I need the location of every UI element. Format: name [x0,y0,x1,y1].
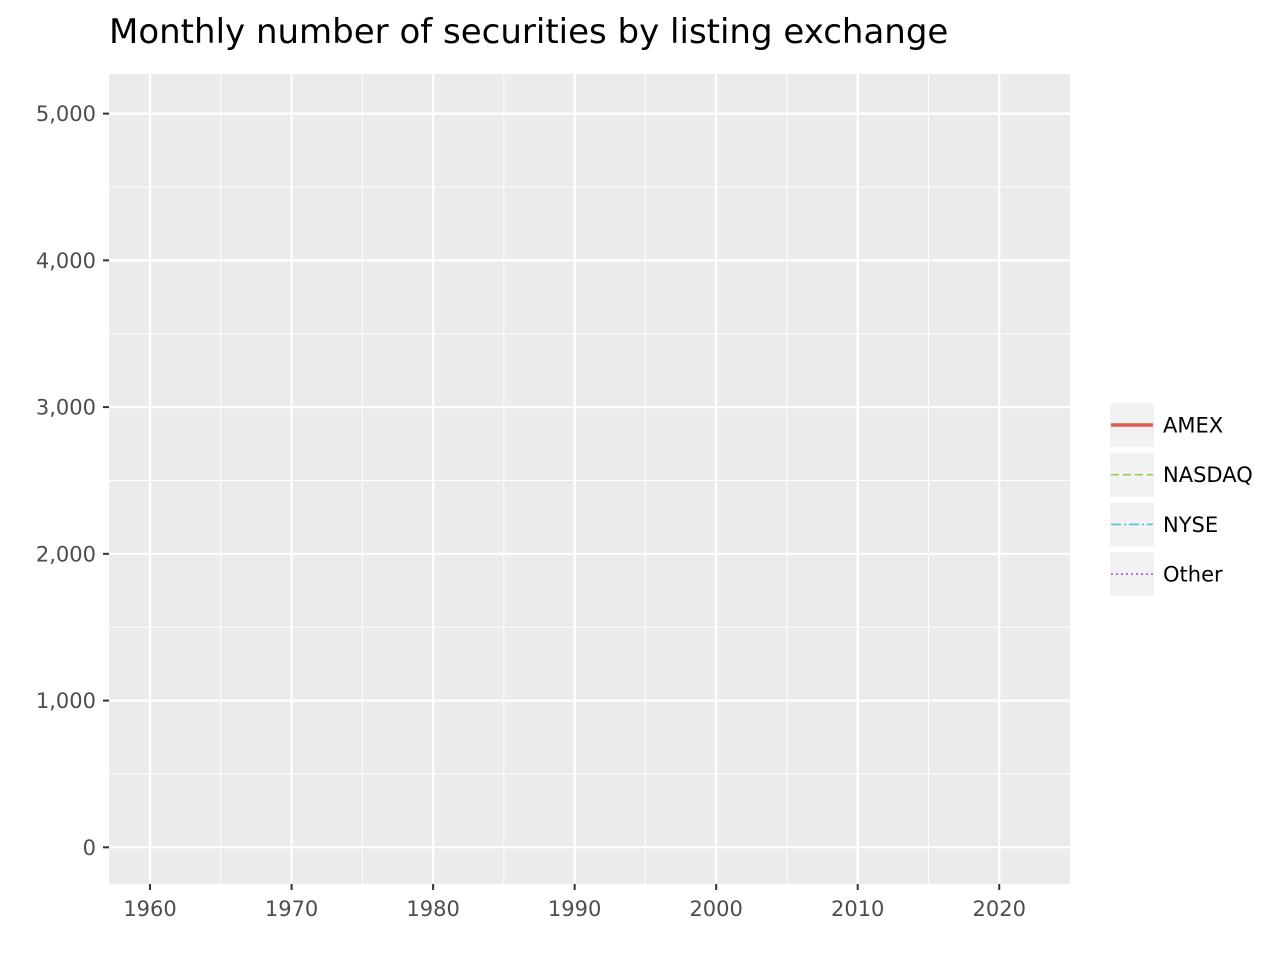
y-tick-label: 1,000 [36,689,96,713]
y-tick-label: 4,000 [36,249,96,273]
x-tick-label: 2020 [973,897,1026,921]
x-tick-label: 1970 [265,897,318,921]
legend-label: NYSE [1163,513,1218,537]
legend-label: AMEX [1163,414,1223,438]
x-axis: 1960 1970 1980 1990 2000 2010 2020 [123,884,1026,921]
plot-panel [109,74,1070,884]
x-tick-label: 2010 [831,897,884,921]
y-tick-label: 2,000 [36,542,96,566]
x-tick-label: 1960 [123,897,176,921]
y-tick-label: 0 [83,836,96,860]
legend-label: NASDAQ [1163,463,1253,487]
y-tick-label: 5,000 [36,102,96,126]
y-axis: 0 1,000 2,000 3,000 4,000 5,000 [36,102,109,860]
grid-major [109,74,1070,884]
legend-label: Other [1163,563,1223,587]
x-tick-label: 1980 [406,897,459,921]
x-tick-label: 1990 [548,897,601,921]
chart-title: Monthly number of securities by listing … [109,12,948,52]
legend: AMEX NASDAQ NYSE Other [1110,403,1253,597]
grid-minor [109,74,1070,884]
y-tick-label: 3,000 [36,396,96,420]
x-tick-label: 2000 [689,897,742,921]
